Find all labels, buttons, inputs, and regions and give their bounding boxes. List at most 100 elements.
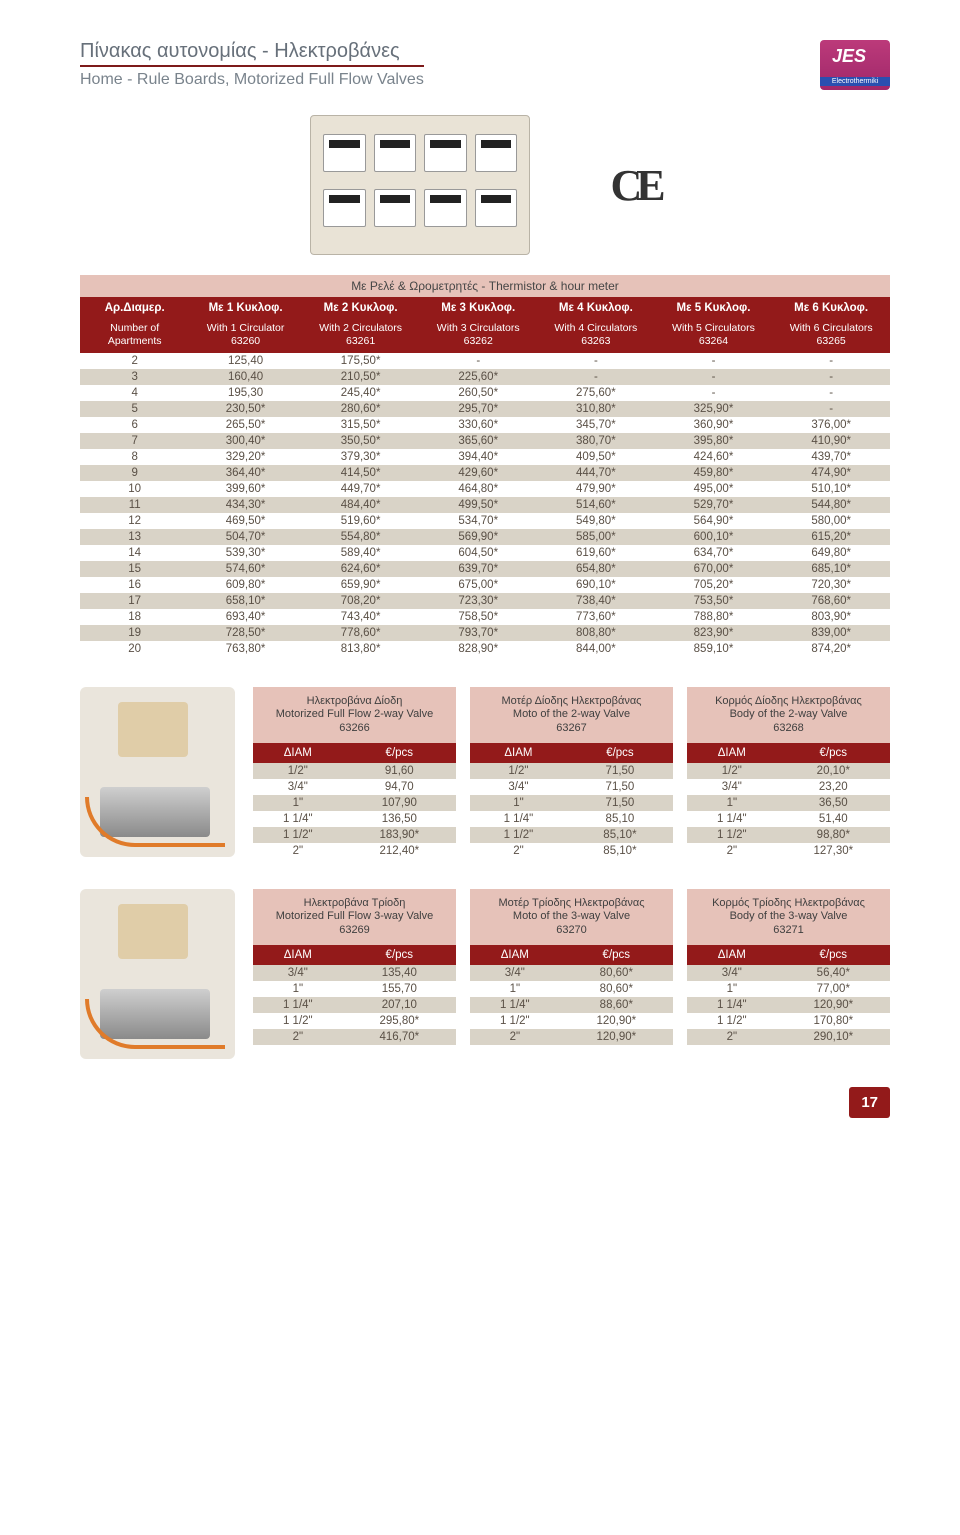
titles: Πίνακας αυτονομίας - Ηλεκτροβάνες Home -… [80, 40, 424, 89]
cell: 743,40* [302, 609, 420, 625]
price-table: Κορμός Δίοδης ΗλεκτροβάναςBody of the 2-… [687, 687, 890, 859]
table-row: 2125,40175,50*---- [80, 353, 890, 369]
cell: 16 [80, 577, 189, 593]
price-cell: 1 1/4" [253, 997, 343, 1013]
table-banner: Με Ρελέ & Ωρομετρητές - Thermistor & hou… [80, 275, 890, 297]
price-cell: 1 1/4" [470, 997, 560, 1013]
price-cell: 71,50 [567, 795, 673, 811]
col-header: Με 1 Κυκλοφ. [189, 297, 301, 319]
cell: 395,80* [655, 433, 773, 449]
cell: 670,00* [655, 561, 773, 577]
table-row: 17658,10*708,20*723,30*738,40*753,50*768… [80, 593, 890, 609]
price-row: 2"85,10* [470, 843, 673, 859]
price-cell: 1 1/4" [687, 997, 777, 1013]
ce-mark-icon: CE [610, 160, 659, 211]
cell: 12 [80, 513, 189, 529]
cell: 649,80* [772, 545, 890, 561]
price-cell: 155,70 [343, 981, 456, 997]
price-cell: 80,60* [560, 965, 673, 981]
cell: - [655, 385, 773, 401]
price-cell: 212,40* [343, 843, 456, 859]
cell: 364,40* [189, 465, 301, 481]
price-cell: 2" [253, 1029, 343, 1045]
table-row: 10399,60*449,70*464,80*479,90*495,00*510… [80, 481, 890, 497]
price-cell: 170,80* [777, 1013, 890, 1029]
cell: 394,40* [419, 449, 537, 465]
cell: 175,50* [302, 353, 420, 369]
price-cell: 1 1/4" [687, 811, 777, 827]
cell: 11 [80, 497, 189, 513]
cell: 768,60* [772, 593, 890, 609]
title-greek: Πίνακας αυτονομίας - Ηλεκτροβάνες [80, 40, 424, 67]
cell: - [537, 369, 655, 385]
cell: 2 [80, 353, 189, 369]
cell: 564,90* [655, 513, 773, 529]
cell: 360,90* [655, 417, 773, 433]
cell: 265,50* [189, 417, 301, 433]
cell: 310,80* [537, 401, 655, 417]
price-row: 1 1/4"85,10 [470, 811, 673, 827]
table-row: 12469,50*519,60*534,70*549,80*564,90*580… [80, 513, 890, 529]
cell: 793,70* [419, 625, 537, 641]
price-cell: 3/4" [470, 965, 560, 981]
cell: 639,70* [419, 561, 537, 577]
price-cell: 77,00* [777, 981, 890, 997]
price-cell: 295,80* [343, 1013, 456, 1029]
cell: 350,50* [302, 433, 420, 449]
price-table-title: Μοτέρ Δίοδης ΗλεκτροβάναςMoto of the 2-w… [470, 687, 673, 743]
cell: 439,70* [772, 449, 890, 465]
price-row: 1 1/2"295,80* [253, 1013, 456, 1029]
col-subheader: With 1 Circulator 63260 [189, 319, 301, 353]
price-cell: 91,60 [343, 763, 456, 779]
price-row: 3/4"80,60* [470, 965, 673, 981]
price-row: 1 1/2"98,80* [687, 827, 890, 843]
cell: 449,70* [302, 481, 420, 497]
price-cell: 3/4" [687, 965, 777, 981]
price-table-title: Κορμός Δίοδης ΗλεκτροβάναςBody of the 2-… [687, 687, 890, 743]
cell: 424,60* [655, 449, 773, 465]
cell: 20 [80, 641, 189, 657]
price-cell: 416,70* [343, 1029, 456, 1045]
cell: 345,70* [537, 417, 655, 433]
price-cell: 1" [253, 981, 343, 997]
price-cell: 3/4" [253, 965, 343, 981]
cell: 409,50* [537, 449, 655, 465]
cell: 434,30* [189, 497, 301, 513]
valve-2way-image [80, 687, 235, 857]
price-row: 1 1/4"88,60* [470, 997, 673, 1013]
cell: 693,40* [189, 609, 301, 625]
price-row: 3/4"56,40* [687, 965, 890, 981]
cell: 788,80* [655, 609, 773, 625]
price-row: 1 1/4"207,10 [253, 997, 456, 1013]
col-header: Με 5 Κυκλοφ. [655, 297, 773, 319]
price-cell: 1" [470, 981, 560, 997]
cell: 529,70* [655, 497, 773, 513]
cell: 19 [80, 625, 189, 641]
rule-board-image [310, 115, 530, 255]
cell: - [419, 353, 537, 369]
table-row: 14539,30*589,40*604,50*619,60*634,70*649… [80, 545, 890, 561]
cell: 410,90* [772, 433, 890, 449]
main-pricing-table: Με Ρελέ & Ωρομετρητές - Thermistor & hou… [80, 275, 890, 657]
cell: 399,60* [189, 481, 301, 497]
cell: 773,60* [537, 609, 655, 625]
price-table: Μοτέρ Δίοδης ΗλεκτροβάναςMoto of the 2-w… [470, 687, 673, 859]
price-table-title: Μοτέρ Τρίοδης ΗλεκτροβάναςMoto of the 3-… [470, 889, 673, 945]
table-row: 3160,40210,50*225,60*--- [80, 369, 890, 385]
price-row: 1 1/2"170,80* [687, 1013, 890, 1029]
price-cell: 94,70 [343, 779, 456, 795]
price-col-header: €/pcs [343, 945, 456, 965]
table-row: 18693,40*743,40*758,50*773,60*788,80*803… [80, 609, 890, 625]
price-tables-3way: Ηλεκτροβάνα ΤρίοδηMotorized Full Flow 3-… [253, 889, 890, 1045]
price-col-header: €/pcs [567, 743, 673, 763]
price-cell: 56,40* [777, 965, 890, 981]
table-row: 19728,50*778,60*793,70*808,80*823,90*839… [80, 625, 890, 641]
col-subheader: With 3 Circulators 63262 [419, 319, 537, 353]
cell: 464,80* [419, 481, 537, 497]
cell: 469,50* [189, 513, 301, 529]
cell: 519,60* [302, 513, 420, 529]
price-col-header: €/pcs [560, 945, 673, 965]
price-cell: 1" [687, 795, 777, 811]
price-cell: 1 1/2" [253, 827, 343, 843]
price-cell: 1/2" [687, 763, 777, 779]
